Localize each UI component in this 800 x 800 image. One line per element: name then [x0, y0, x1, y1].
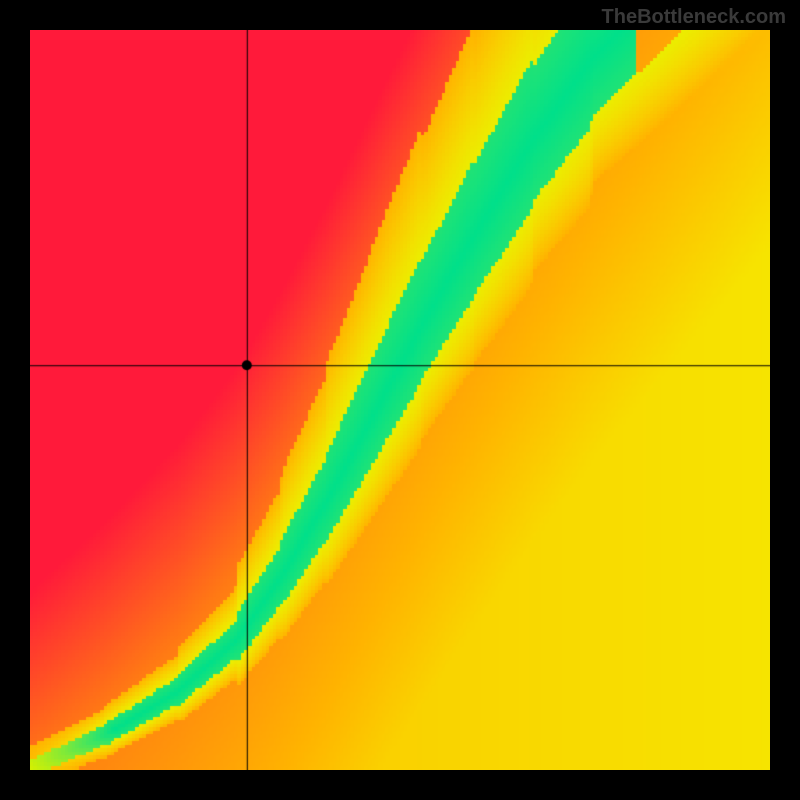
plot-area: [30, 30, 770, 770]
chart-frame: TheBottleneck.com: [0, 0, 800, 800]
watermark-text: TheBottleneck.com: [602, 6, 786, 29]
heatmap-canvas: [30, 30, 770, 770]
